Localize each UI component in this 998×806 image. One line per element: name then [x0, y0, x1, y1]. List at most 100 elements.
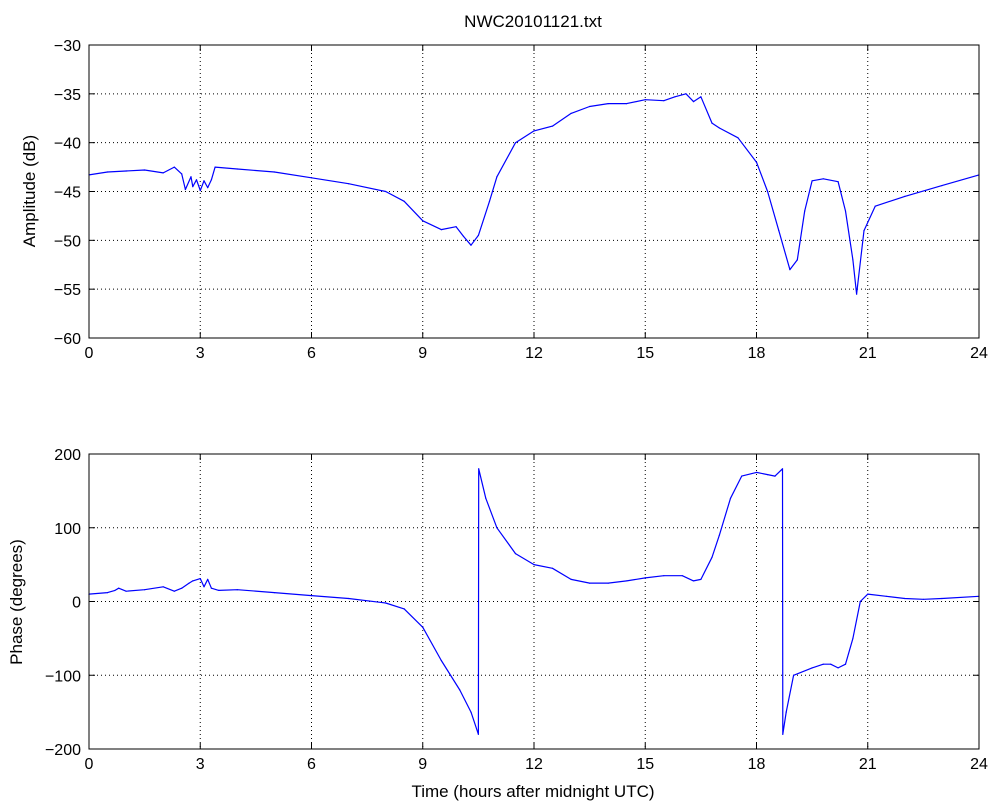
phase-data-point — [218, 589, 220, 592]
amplitude-data-point — [470, 244, 472, 246]
phase-x-tick-label: 3 — [196, 756, 205, 773]
amplitude-data-point — [181, 173, 183, 175]
amplitude-data-point — [837, 181, 839, 183]
amplitude-data-point — [856, 293, 858, 295]
amplitude-axes-box — [88, 44, 980, 339]
amplitude-y-tick-label: −45 — [54, 185, 81, 202]
amplitude-y-tick-label: −40 — [54, 136, 81, 153]
amplitude-data-point — [778, 230, 780, 232]
phase-data-point — [822, 663, 824, 665]
phase-data-point — [607, 582, 609, 584]
phase-x-tick-labels: 0 3 6 9 12 15 18 21 24 — [85, 756, 988, 773]
amplitude-data-point — [685, 93, 687, 95]
phase-y-tick-label: −100 — [45, 668, 81, 685]
phase-data-point — [422, 626, 424, 628]
phase-x-tick-label: 21 — [859, 756, 877, 773]
phase-x-tick-label: 9 — [418, 756, 427, 773]
amplitude-data-point — [904, 195, 906, 197]
amplitude-data-point — [767, 190, 769, 193]
amplitude-data-point — [692, 101, 695, 103]
phase-data-point — [106, 592, 109, 594]
phase-data-point — [203, 586, 205, 588]
amplitude-data-point — [796, 259, 798, 261]
amplitude-x-tick-label: 0 — [85, 345, 94, 362]
phase-data-point — [589, 582, 591, 584]
phase-data-point — [885, 595, 887, 597]
amplitude-panel: NWC20101121.txt 0 3 6 9 12 15 18 21 24 −30 −35 −40… — [20, 12, 988, 362]
phase-data-point — [181, 587, 183, 589]
amplitude-data-point — [210, 179, 212, 181]
amplitude-data-point — [874, 205, 876, 207]
amplitude-y-tick-label: −55 — [54, 282, 81, 299]
phase-y-tick-label: −200 — [45, 742, 81, 759]
phase-data-point — [192, 580, 194, 582]
amplitude-y-tick-labels: −30 −35 −40 −45 −50 −55 −60 — [54, 38, 81, 348]
amplitude-data-point — [403, 200, 405, 202]
phase-data-point — [867, 593, 869, 595]
amplitude-data-point — [273, 171, 275, 173]
phase-data-point — [440, 659, 442, 662]
amplitude-data-point — [455, 226, 457, 228]
phase-data-point — [692, 580, 695, 582]
phase-y-tick-label: 100 — [54, 521, 81, 538]
amplitude-x-tick-label: 9 — [418, 345, 427, 362]
amplitude-data-point — [570, 112, 572, 114]
amplitude-data-point — [348, 183, 350, 185]
phase-data-point — [207, 578, 209, 581]
phase-x-tick-label: 15 — [636, 756, 654, 773]
amplitude-data-point — [804, 210, 806, 212]
phase-data-point — [941, 597, 943, 600]
amplitude-data-point — [477, 234, 479, 236]
phase-data-point — [199, 578, 201, 580]
phase-data-point — [118, 587, 120, 589]
phase-x-tick-label: 0 — [85, 756, 94, 773]
amplitude-y-tick-label: −35 — [54, 87, 81, 104]
phase-data-point — [644, 577, 646, 579]
amplitude-data-point — [822, 178, 824, 180]
amplitude-data-point — [125, 170, 127, 172]
phase-y-axis-label: Phase (degrees) — [7, 539, 26, 665]
phase-data-point — [114, 589, 116, 592]
phase-data-point — [785, 711, 787, 713]
amplitude-x-tick-label: 6 — [307, 345, 316, 362]
phase-grid — [89, 454, 979, 749]
amplitude-data-point — [199, 189, 201, 192]
phase-data-point — [459, 689, 461, 691]
amplitude-data-point — [514, 142, 517, 144]
amplitude-x-tick-label: 18 — [748, 345, 766, 362]
phase-data-point — [478, 468, 480, 470]
amplitude-x-tick-label: 24 — [970, 345, 988, 362]
amplitude-data-point — [755, 161, 758, 163]
amplitude-data-point — [718, 127, 721, 129]
phase-series-line — [88, 468, 980, 735]
phase-data-point — [485, 497, 487, 499]
phase-x-tick-label: 18 — [748, 756, 766, 773]
amplitude-data-point — [203, 180, 205, 182]
phase-data-point — [210, 587, 212, 589]
amplitude-data-point — [440, 229, 442, 231]
amplitude-data-point — [462, 235, 465, 237]
amplitude-data-point — [422, 220, 424, 222]
amplitude-data-point — [863, 230, 865, 232]
phase-data-point — [348, 597, 350, 600]
amplitude-data-point — [607, 103, 609, 105]
amplitude-x-tick-label: 15 — [636, 345, 654, 362]
phase-data-point — [837, 667, 839, 669]
phase-data-point — [236, 589, 238, 591]
amplitude-data-point — [589, 105, 591, 108]
amplitude-data-point — [941, 185, 943, 187]
phase-data-point — [162, 586, 164, 588]
x-axis-label: Time (hours after midnight UTC) — [411, 782, 654, 801]
amplitude-data-point — [789, 269, 791, 271]
phase-data-point — [741, 475, 743, 477]
amplitude-data-point — [190, 176, 192, 178]
amplitude-series — [88, 93, 980, 295]
amplitude-data-point — [533, 130, 535, 132]
amplitude-data-point — [184, 188, 186, 191]
amplitude-data-point — [844, 210, 847, 212]
phase-data-point — [551, 567, 554, 569]
phase-data-point — [755, 471, 758, 473]
phase-data-point — [570, 578, 572, 581]
phase-panel: 0 3 6 9 12 15 18 21 24 200 100 0 −100 −200 Phase (de… — [7, 447, 988, 801]
